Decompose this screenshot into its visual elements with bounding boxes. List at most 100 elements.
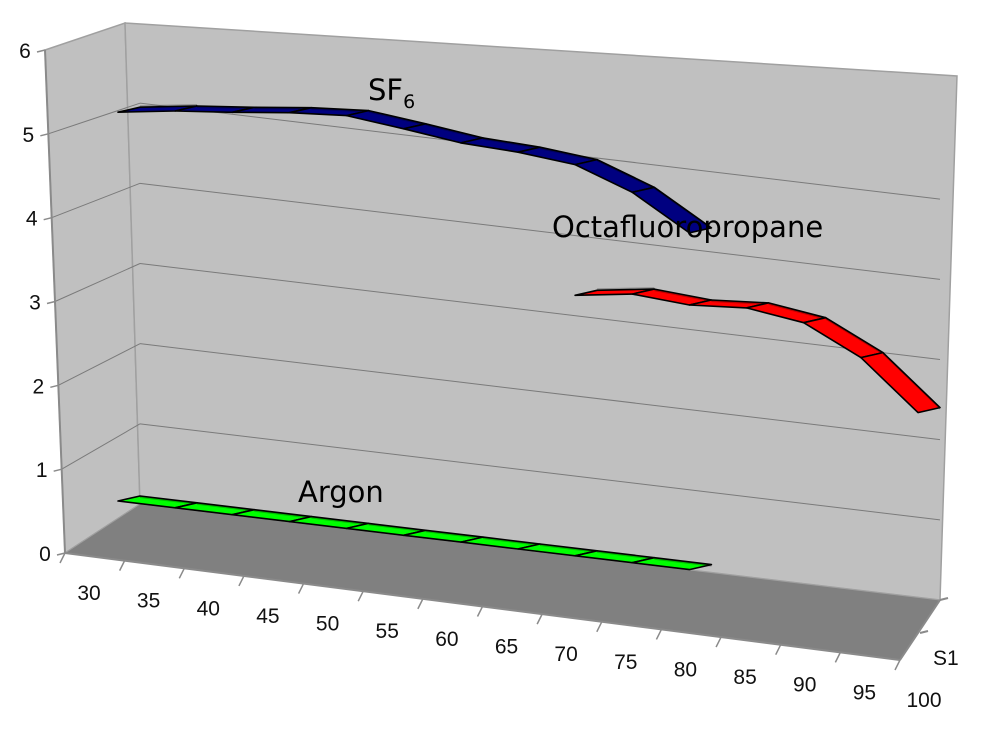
ribbon-edge bbox=[654, 187, 712, 230]
series-ribbons bbox=[117, 104, 941, 571]
x-tick-mark bbox=[596, 621, 603, 633]
gridline-left bbox=[51, 182, 141, 219]
x-tick-label: 85 bbox=[733, 666, 756, 689]
x-tick-label: 90 bbox=[793, 674, 816, 697]
ribbon-edge bbox=[768, 302, 826, 320]
x-tick-label: 75 bbox=[614, 651, 637, 674]
gridline-left bbox=[48, 102, 141, 135]
x-tick-label: 80 bbox=[674, 658, 697, 681]
y-tick-label: 2 bbox=[32, 375, 44, 398]
x-tick-mark bbox=[417, 598, 424, 610]
ribbon-edge bbox=[654, 557, 712, 567]
x-tick-label: 65 bbox=[495, 636, 518, 659]
y-tick-label: 6 bbox=[19, 40, 31, 63]
series-label-argon: Argon bbox=[298, 475, 384, 509]
x-tick-mark bbox=[894, 659, 901, 671]
ribbon-edge bbox=[425, 123, 483, 140]
y-tick-label: 5 bbox=[22, 124, 34, 147]
ribbon-edge bbox=[540, 147, 598, 162]
y-tick-label: 3 bbox=[29, 292, 41, 315]
ribbon-segment bbox=[631, 186, 713, 234]
ribbon-edge bbox=[882, 352, 940, 410]
y-tick-label: 1 bbox=[36, 459, 48, 482]
y-tick-mark bbox=[50, 384, 59, 389]
depth-tick bbox=[919, 630, 929, 634]
ribbon-series-argon bbox=[117, 495, 713, 571]
ribbon-edge bbox=[482, 537, 540, 546]
x-axis-ticks: 30 35 40 45 50 55 60 65 70 75 80 85 90 9… bbox=[77, 582, 941, 712]
ribbon-edge bbox=[140, 496, 198, 505]
series-label-sf6: SF6 bbox=[368, 73, 415, 113]
x-tick-mark bbox=[715, 636, 722, 648]
ribbon-edge bbox=[197, 106, 255, 110]
axis-lines bbox=[36, 49, 949, 671]
left-wall bbox=[44, 21, 141, 555]
gridline-left bbox=[54, 263, 141, 302]
x-tick-mark bbox=[655, 629, 663, 640]
ribbon-edge bbox=[254, 107, 312, 110]
x-tick-label: 100 bbox=[906, 689, 941, 712]
x-tick-mark bbox=[357, 590, 364, 602]
ribbon-segment bbox=[860, 351, 941, 414]
ribbon-edge bbox=[597, 550, 655, 560]
y-tick-mark bbox=[43, 216, 52, 221]
gridline-back bbox=[139, 343, 941, 441]
x-tick-label: 60 bbox=[435, 628, 458, 651]
x-tick-mark bbox=[834, 652, 842, 663]
gridline-left bbox=[61, 423, 141, 470]
ribbon-edge bbox=[368, 110, 426, 126]
x-tick-mark bbox=[476, 606, 484, 617]
ribbon-series-sf6 bbox=[117, 104, 713, 234]
depth-axis-line bbox=[899, 599, 941, 661]
series-label-octafluoropropane: Octafluoropropane bbox=[552, 210, 823, 244]
ribbon-edge bbox=[368, 523, 426, 533]
x-tick-label: 45 bbox=[256, 605, 279, 628]
x-tick-label: 40 bbox=[197, 597, 220, 620]
ribbon-edge bbox=[540, 544, 598, 553]
x-tick-label: 50 bbox=[316, 613, 339, 636]
y-axis-ticks: 0 1 2 3 4 5 6 bbox=[19, 40, 51, 566]
ribbon-edge bbox=[254, 509, 312, 519]
ribbon-edge bbox=[482, 137, 540, 150]
ribbon-edge bbox=[425, 530, 483, 540]
series-label-sf6-main: SF bbox=[368, 73, 403, 107]
y-tick-mark bbox=[56, 552, 66, 556]
gridline-back bbox=[139, 263, 941, 360]
y-tick-label: 4 bbox=[26, 208, 38, 231]
ribbon-edge bbox=[140, 104, 198, 108]
x-tick-label: 35 bbox=[137, 590, 160, 613]
x-tick-mark bbox=[59, 552, 66, 564]
x-tick-label: 95 bbox=[853, 681, 876, 704]
ribbon-edge bbox=[597, 159, 655, 190]
gridline-left bbox=[58, 343, 141, 386]
y-tick-mark bbox=[46, 300, 56, 305]
ribbon-segment bbox=[631, 556, 713, 571]
x-tick-label: 55 bbox=[376, 620, 399, 643]
series-label-sf6-subscript: 6 bbox=[403, 91, 415, 113]
ribbon-edge bbox=[597, 287, 655, 291]
x-tick-mark bbox=[178, 567, 185, 579]
y-tick-label: 0 bbox=[39, 543, 51, 566]
y-tick-mark bbox=[53, 468, 62, 472]
y-tick-mark bbox=[40, 133, 49, 137]
gridline-back bbox=[139, 182, 941, 280]
ribbon-edge bbox=[654, 289, 712, 302]
ribbon-edge bbox=[711, 300, 769, 305]
x-tick-mark bbox=[118, 560, 126, 571]
x-tick-label: 30 bbox=[77, 582, 100, 605]
depth-axis-label: S1 bbox=[933, 647, 959, 670]
x-tick-mark bbox=[775, 644, 782, 656]
ribbon-edge bbox=[311, 107, 369, 113]
x-tick-mark bbox=[297, 583, 305, 594]
depth-tick bbox=[939, 597, 949, 601]
x-tick-mark bbox=[536, 613, 543, 625]
y-tick-mark bbox=[36, 49, 46, 53]
ribbon-edge bbox=[825, 317, 883, 355]
gridline-back bbox=[139, 423, 941, 521]
x-tick-label: 70 bbox=[554, 643, 577, 666]
ribbon-edge bbox=[197, 502, 255, 512]
x-tick-mark bbox=[238, 575, 245, 587]
ribbon-series-octafluoropropane bbox=[574, 287, 941, 414]
ribbon-edge bbox=[311, 516, 369, 526]
